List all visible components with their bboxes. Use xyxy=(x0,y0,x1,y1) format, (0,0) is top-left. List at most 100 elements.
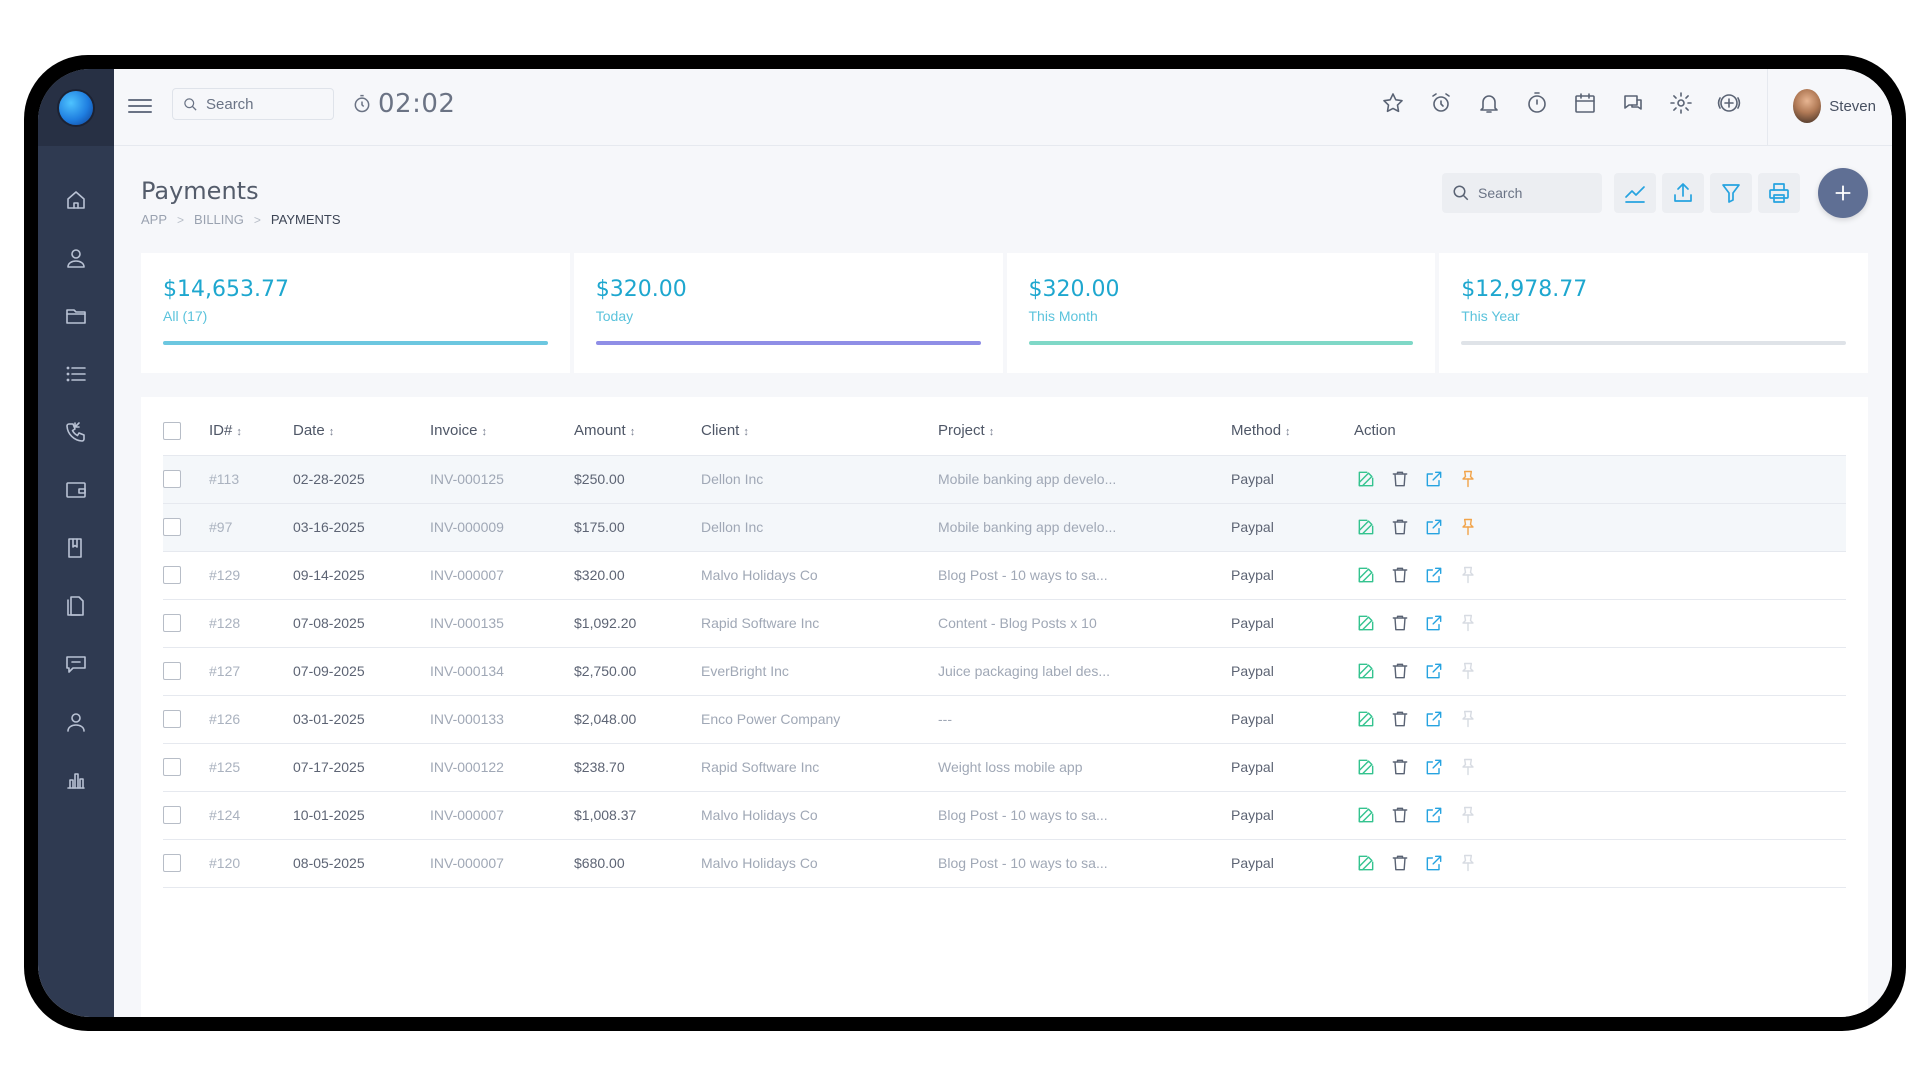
row-checkbox[interactable] xyxy=(163,518,181,537)
invoice-link[interactable]: INV-000122 xyxy=(430,743,574,792)
favorites-button[interactable] xyxy=(1377,87,1408,118)
row-checkbox[interactable] xyxy=(163,758,181,777)
add-payment-button[interactable] xyxy=(1818,168,1868,218)
global-search[interactable] xyxy=(172,88,334,120)
edit-icon[interactable] xyxy=(1354,707,1378,731)
external-link-icon[interactable] xyxy=(1422,803,1446,827)
column-client[interactable]: Client ↕ xyxy=(701,407,938,456)
payment-id[interactable]: #113 xyxy=(209,455,293,504)
project-link[interactable]: Mobile banking app develo... xyxy=(938,455,1231,504)
trash-icon[interactable] xyxy=(1388,611,1412,635)
column-id[interactable]: ID# ↕ xyxy=(209,407,293,456)
pin-icon[interactable] xyxy=(1456,563,1480,587)
sidebar-item-calls[interactable] xyxy=(38,403,114,461)
project-link[interactable]: Juice packaging label des... xyxy=(938,647,1231,696)
messages-button[interactable] xyxy=(1617,87,1648,118)
invoice-link[interactable]: INV-000135 xyxy=(430,599,574,648)
client-link[interactable]: Malvo Holidays Co xyxy=(701,839,938,888)
pin-icon[interactable] xyxy=(1456,851,1480,875)
table-row[interactable]: #125 07-17-2025 INV-000122 $238.70 Rapid Sof… xyxy=(163,743,1846,792)
filter-button[interactable] xyxy=(1710,173,1752,213)
external-link-icon[interactable] xyxy=(1422,515,1446,539)
row-checkbox[interactable] xyxy=(163,710,181,729)
sidebar-item-home[interactable] xyxy=(38,171,114,229)
payment-id[interactable]: #128 xyxy=(209,599,293,648)
trash-icon[interactable] xyxy=(1388,563,1412,587)
pin-icon[interactable] xyxy=(1456,707,1480,731)
edit-icon[interactable] xyxy=(1354,803,1378,827)
invoice-link[interactable]: INV-000009 xyxy=(430,503,574,552)
project-link[interactable]: Content - Blog Posts x 10 xyxy=(938,599,1231,648)
payment-id[interactable]: #129 xyxy=(209,551,293,600)
invoice-link[interactable]: INV-000133 xyxy=(430,695,574,744)
payment-id[interactable]: #126 xyxy=(209,695,293,744)
invoice-link[interactable]: INV-000007 xyxy=(430,839,574,888)
column-invoice[interactable]: Invoice ↕ xyxy=(430,407,574,456)
menu-toggle-icon[interactable] xyxy=(128,95,152,119)
edit-icon[interactable] xyxy=(1354,515,1378,539)
row-checkbox[interactable] xyxy=(163,662,181,681)
print-button[interactable] xyxy=(1758,173,1800,213)
trash-icon[interactable] xyxy=(1388,515,1412,539)
invoice-link[interactable]: INV-000125 xyxy=(430,455,574,504)
edit-icon[interactable] xyxy=(1354,611,1378,635)
project-link[interactable]: Weight loss mobile app xyxy=(938,743,1231,792)
payment-id[interactable]: #97 xyxy=(209,503,293,552)
stat-this-month[interactable]: $320.00 This Month xyxy=(1006,253,1436,373)
breadcrumb-app[interactable]: APP xyxy=(141,212,168,227)
table-search-input[interactable] xyxy=(1478,185,1588,201)
table-row[interactable]: #113 02-28-2025 INV-000125 $250.00 Dellon In… xyxy=(163,455,1846,504)
external-link-icon[interactable] xyxy=(1422,563,1446,587)
external-link-icon[interactable] xyxy=(1422,755,1446,779)
table-row[interactable]: #128 07-08-2025 INV-000135 $1,092.20 Rapid S… xyxy=(163,599,1846,648)
column-method[interactable]: Method ↕ xyxy=(1231,407,1354,456)
project-link[interactable]: Blog Post - 10 ways to sa... xyxy=(938,839,1231,888)
table-search[interactable] xyxy=(1442,173,1602,213)
table-row[interactable]: #124 10-01-2025 INV-000007 $1,008.37 Malvo H… xyxy=(163,791,1846,840)
project-link[interactable]: Blog Post - 10 ways to sa... xyxy=(938,551,1231,600)
global-search-input[interactable] xyxy=(206,95,316,113)
time-tracker-button[interactable] xyxy=(1521,87,1552,118)
column-date[interactable]: Date ↕ xyxy=(293,407,430,456)
row-checkbox[interactable] xyxy=(163,470,181,489)
client-link[interactable]: Malvo Holidays Co xyxy=(701,791,938,840)
table-row[interactable]: #126 03-01-2025 INV-000133 $2,048.00 Enco Po… xyxy=(163,695,1846,744)
project-link[interactable]: Blog Post - 10 ways to sa... xyxy=(938,791,1231,840)
client-link[interactable]: Dellon Inc xyxy=(701,503,938,552)
user-menu[interactable]: Steven xyxy=(1793,89,1876,123)
stat-all[interactable]: $14,653.77 All (17) xyxy=(141,253,570,373)
client-link[interactable]: Dellon Inc xyxy=(701,455,938,504)
payment-id[interactable]: #127 xyxy=(209,647,293,696)
sidebar-item-files[interactable] xyxy=(38,577,114,635)
pin-icon[interactable] xyxy=(1456,611,1480,635)
trash-icon[interactable] xyxy=(1388,659,1412,683)
breadcrumb-billing[interactable]: BILLING xyxy=(194,212,244,227)
sidebar-item-knowledge[interactable] xyxy=(38,519,114,577)
client-link[interactable]: Malvo Holidays Co xyxy=(701,551,938,600)
table-row[interactable]: #120 08-05-2025 INV-000007 $680.00 Malvo Hol… xyxy=(163,839,1846,888)
reminders-button[interactable] xyxy=(1425,87,1456,118)
invoice-link[interactable]: INV-000007 xyxy=(430,551,574,600)
sidebar-item-tasks[interactable] xyxy=(38,345,114,403)
external-link-icon[interactable] xyxy=(1422,707,1446,731)
client-link[interactable]: Rapid Software Inc xyxy=(701,743,938,792)
external-link-icon[interactable] xyxy=(1422,467,1446,491)
payment-id[interactable]: #124 xyxy=(209,791,293,840)
payment-id[interactable]: #125 xyxy=(209,743,293,792)
edit-icon[interactable] xyxy=(1354,755,1378,779)
pin-icon[interactable] xyxy=(1456,803,1480,827)
sidebar-item-reports[interactable] xyxy=(38,751,114,809)
trash-icon[interactable] xyxy=(1388,851,1412,875)
table-row[interactable]: #129 09-14-2025 INV-000007 $320.00 Malvo Hol… xyxy=(163,551,1846,600)
pin-icon[interactable] xyxy=(1456,515,1480,539)
row-checkbox[interactable] xyxy=(163,614,181,633)
calendar-button[interactable] xyxy=(1569,87,1600,118)
trash-icon[interactable] xyxy=(1388,803,1412,827)
settings-button[interactable] xyxy=(1665,87,1696,118)
invoice-link[interactable]: INV-000134 xyxy=(430,647,574,696)
table-row[interactable]: #97 03-16-2025 INV-000009 $175.00 Dellon Inc… xyxy=(163,503,1846,552)
sidebar-item-billing[interactable] xyxy=(38,461,114,519)
trash-icon[interactable] xyxy=(1388,707,1412,731)
sidebar-item-team[interactable] xyxy=(38,693,114,751)
edit-icon[interactable] xyxy=(1354,659,1378,683)
